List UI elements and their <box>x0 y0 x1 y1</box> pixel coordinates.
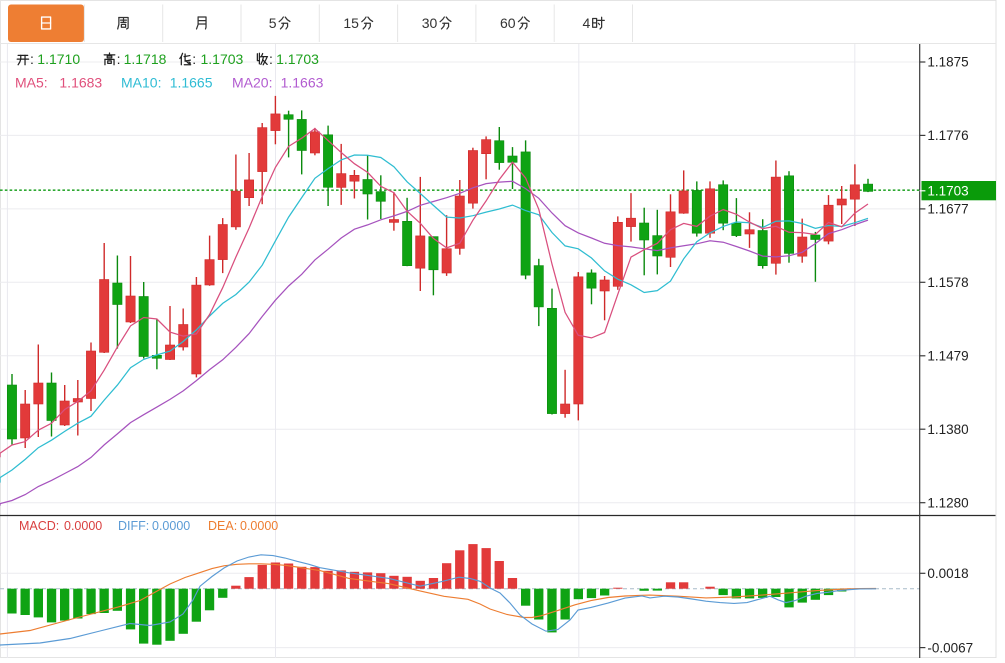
svg-text::: : <box>269 51 273 67</box>
svg-text:1.1710: 1.1710 <box>37 51 80 67</box>
svg-text:1.1703: 1.1703 <box>201 51 244 67</box>
svg-text:1.1677: 1.1677 <box>927 202 968 217</box>
svg-text::: : <box>117 51 121 67</box>
svg-text:MA20:: MA20: <box>232 75 272 91</box>
svg-text:1.1663: 1.1663 <box>281 75 324 91</box>
svg-text:1.1578: 1.1578 <box>927 275 968 290</box>
svg-text:DEA:: DEA: <box>208 519 237 533</box>
svg-text:MACD:: MACD: <box>19 519 59 533</box>
svg-text:0.0018: 0.0018 <box>927 566 968 581</box>
svg-text:30: 30 <box>422 15 438 31</box>
svg-text::: : <box>192 51 196 67</box>
svg-text:1.1665: 1.1665 <box>170 75 213 91</box>
svg-text:0.0000: 0.0000 <box>240 519 278 533</box>
svg-text:0.0000: 0.0000 <box>152 519 190 533</box>
svg-text:MA10:: MA10: <box>121 75 161 91</box>
svg-text::: : <box>30 51 34 67</box>
svg-text:1.1703: 1.1703 <box>276 51 319 67</box>
svg-text:1.1776: 1.1776 <box>927 128 968 143</box>
svg-text:60: 60 <box>500 15 516 31</box>
svg-text:15: 15 <box>343 15 359 31</box>
svg-text:1.1875: 1.1875 <box>927 55 968 70</box>
svg-text:1.1718: 1.1718 <box>124 51 167 67</box>
svg-text:-0.0067: -0.0067 <box>927 640 973 655</box>
svg-text:1.1479: 1.1479 <box>927 349 968 364</box>
svg-text:5: 5 <box>269 15 277 31</box>
svg-text:0.0000: 0.0000 <box>64 519 102 533</box>
svg-text:1.1703: 1.1703 <box>927 184 968 199</box>
svg-text:1.1280: 1.1280 <box>927 495 968 510</box>
svg-text:MA5:: MA5: <box>15 75 48 91</box>
svg-text:DIFF:: DIFF: <box>118 519 149 533</box>
svg-text:4: 4 <box>583 15 591 31</box>
svg-text:1.1380: 1.1380 <box>927 422 968 437</box>
svg-text:1.1683: 1.1683 <box>59 75 102 91</box>
